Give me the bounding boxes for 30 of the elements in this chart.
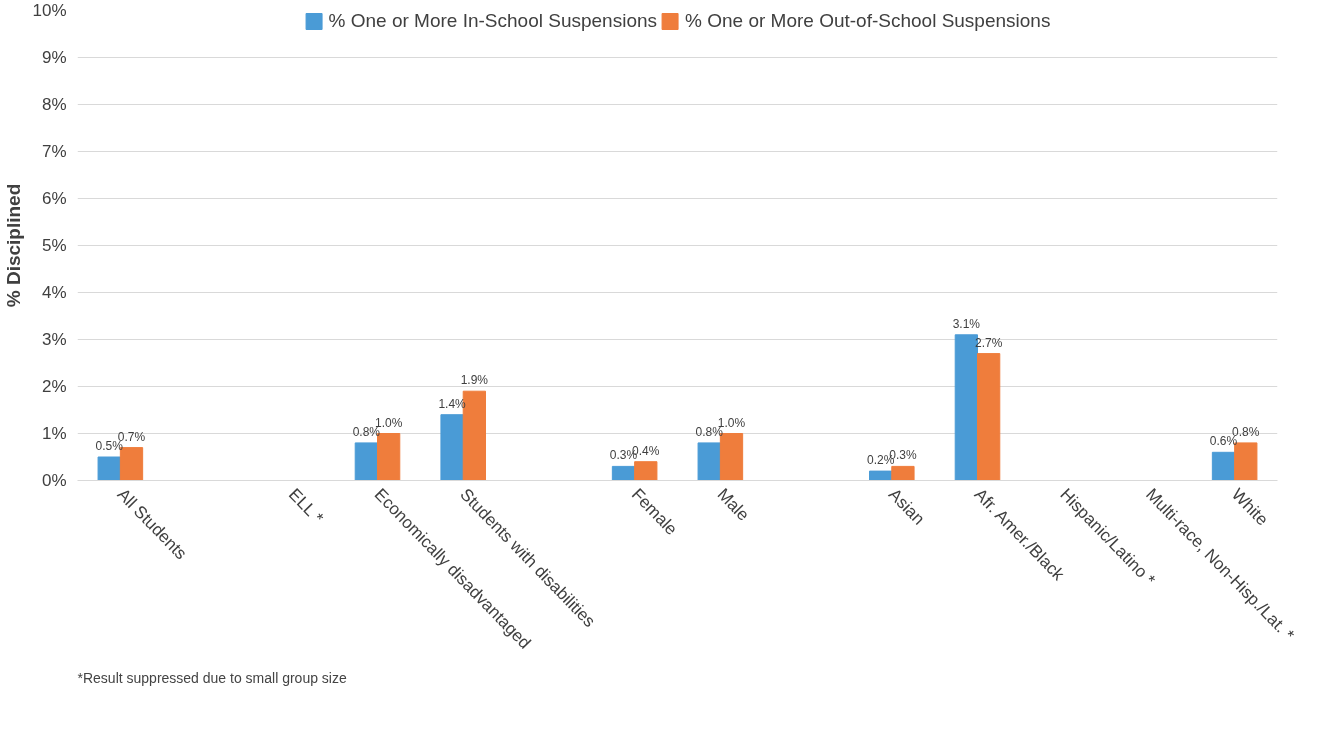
y-tick-label: 3% bbox=[41, 330, 67, 349]
y-tick-label: 1% bbox=[41, 424, 67, 443]
bar bbox=[97, 456, 121, 481]
legend-label: % One or More Out-of-School Suspensions bbox=[685, 10, 1051, 32]
data-label: 0.5% bbox=[95, 439, 124, 453]
bar bbox=[634, 461, 658, 481]
y-tick-label: 10% bbox=[32, 1, 67, 20]
y-tick-label: 5% bbox=[41, 236, 67, 255]
y-tick-label: 7% bbox=[41, 142, 67, 161]
bar bbox=[354, 442, 378, 481]
bar bbox=[891, 465, 915, 481]
bar bbox=[611, 465, 636, 481]
y-tick-label: 0% bbox=[41, 471, 67, 490]
y-tick-label: 6% bbox=[41, 189, 67, 208]
legend-label: % One or More In-School Suspensions bbox=[328, 10, 658, 32]
data-label: 0.8% bbox=[352, 424, 381, 439]
y-tick-label: 9% bbox=[41, 48, 67, 67]
bar bbox=[697, 442, 721, 481]
text: *Result suppressed due to small group size bbox=[77, 669, 347, 686]
y-tick-label: 8% bbox=[41, 95, 67, 114]
y-axis-title: % Disciplined bbox=[3, 183, 25, 308]
data-label: 1.9% bbox=[460, 373, 489, 388]
bar bbox=[977, 353, 1001, 481]
bar bbox=[1211, 451, 1236, 481]
data-label: 3.1% bbox=[952, 316, 981, 331]
y-tick-label: 2% bbox=[41, 377, 67, 396]
y-tick-label: 4% bbox=[41, 283, 67, 302]
data-label: 0.8% bbox=[695, 424, 724, 439]
bar bbox=[440, 414, 464, 481]
bar bbox=[869, 470, 893, 481]
